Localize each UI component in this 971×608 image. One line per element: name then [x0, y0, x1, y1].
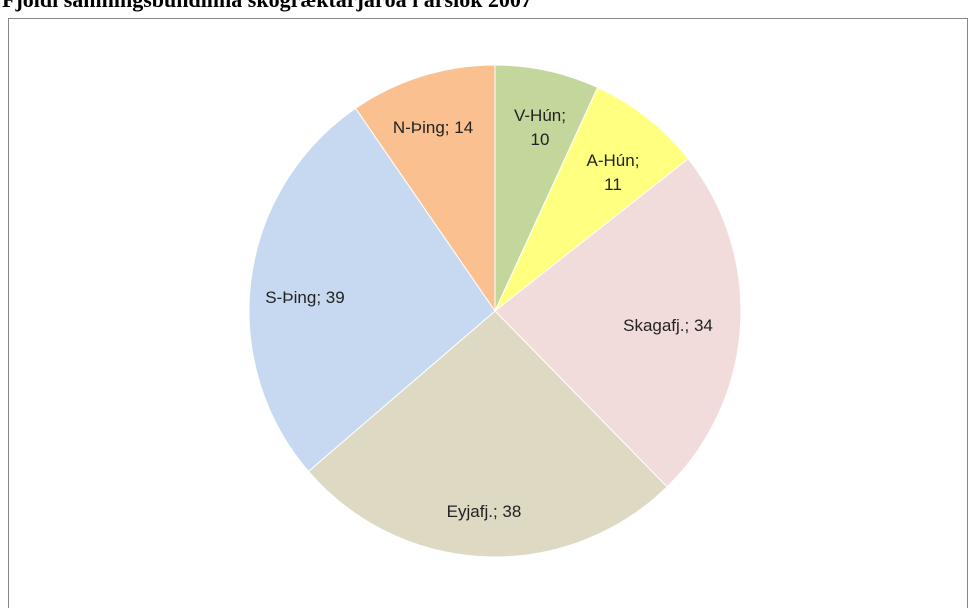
pie-slice [354, 64, 496, 313]
data-label: V-Hún; 10 [514, 106, 566, 149]
pie-slice [494, 64, 599, 312]
pie-slice [494, 86, 689, 312]
chart-frame [8, 18, 968, 608]
data-label: Skagafj.; 34 [623, 316, 713, 335]
data-label: N-Þing; 14 [392, 118, 474, 137]
pie-slice [307, 310, 668, 558]
data-label: A-Hún; 11 [586, 151, 640, 194]
chart-title: Fjöldi samningsbundinna skógræktarjarða … [2, 0, 532, 13]
data-label: Eyjafj.; 38 [446, 502, 522, 521]
pie-slice [494, 158, 742, 488]
data-label: S-Þing; 39 [265, 288, 345, 307]
pie-slice [248, 107, 496, 473]
